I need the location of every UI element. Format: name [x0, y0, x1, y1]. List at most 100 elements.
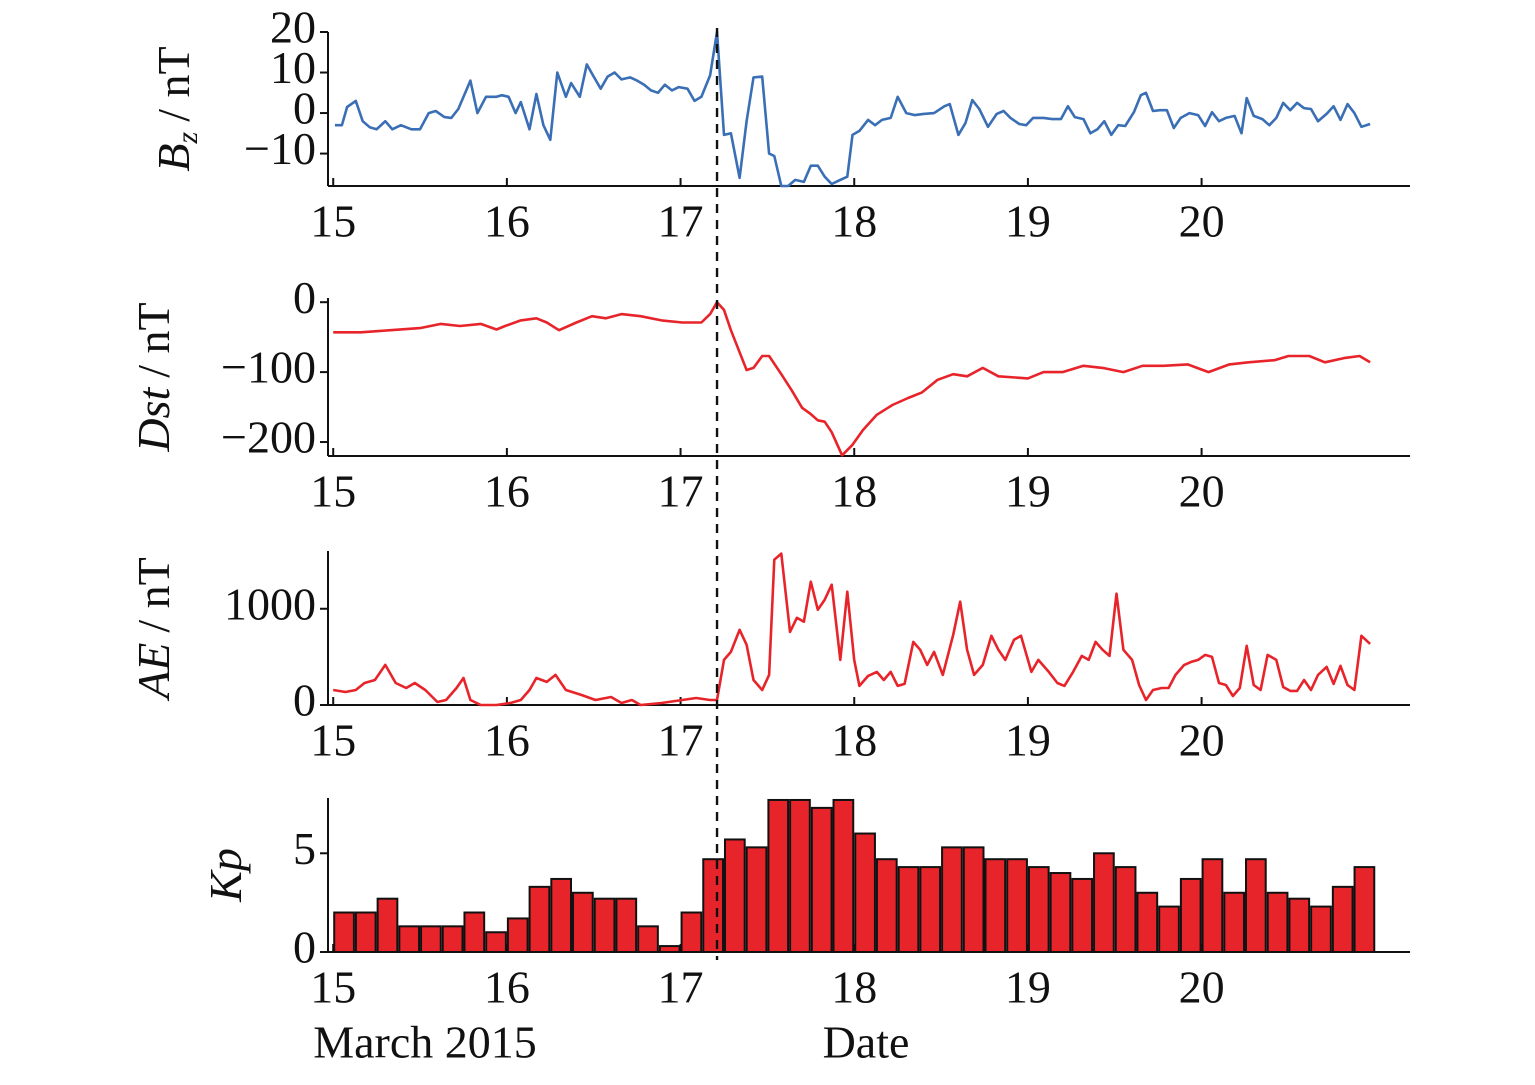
y-label-symbol: Kp	[200, 848, 251, 903]
y-label-unit: / nT	[128, 302, 179, 377]
x-tick-label: 15	[310, 715, 356, 766]
data-line	[334, 30, 1371, 188]
x-tick-label: 19	[1005, 962, 1051, 1013]
bar	[354, 911, 377, 953]
bar	[1136, 891, 1159, 953]
y-label-subscript: z	[171, 131, 204, 144]
bar	[463, 911, 486, 953]
y-tick-label: 0	[293, 675, 316, 726]
bar	[1179, 877, 1202, 954]
bar	[680, 911, 703, 953]
bar	[810, 806, 833, 953]
bar	[919, 866, 942, 953]
bar	[875, 858, 898, 954]
bar	[550, 877, 573, 954]
x-axis-label: Date	[823, 1017, 910, 1068]
y-tick-label: 1000	[224, 578, 316, 629]
x-tick-label: 15	[310, 196, 356, 247]
y-tick-label: 0	[293, 272, 316, 323]
y-axis-label: Bz / nT	[148, 46, 204, 171]
x-tick-label: 16	[484, 196, 530, 247]
bar	[941, 846, 963, 953]
x-tick-label: 20	[1179, 715, 1225, 766]
y-tick-label: 0	[293, 83, 316, 134]
bar	[1353, 866, 1376, 953]
bar	[984, 858, 1007, 954]
y-axis-label: Kp	[200, 848, 251, 903]
bar	[767, 798, 790, 953]
bar	[658, 945, 681, 953]
data-line	[332, 552, 1371, 707]
bar	[376, 897, 399, 954]
data-line	[333, 300, 1371, 457]
y-label-unit: / nT	[128, 557, 179, 632]
bar	[1201, 858, 1224, 954]
bar	[897, 866, 920, 953]
bar	[572, 891, 594, 953]
y-tick-label: 20	[270, 2, 316, 53]
bar	[1071, 877, 1094, 954]
x-tick-label: 18	[831, 196, 877, 247]
x-tick-label: 17	[658, 715, 704, 766]
bar	[1158, 905, 1180, 953]
bar	[1114, 866, 1137, 953]
x-tick-label: 18	[831, 715, 877, 766]
bar	[702, 858, 724, 954]
bar	[1027, 866, 1050, 953]
x-tick-label: 19	[1005, 196, 1051, 247]
bar	[1006, 858, 1028, 954]
x-tick-label: 15	[310, 466, 356, 517]
bar	[637, 925, 659, 953]
x-tick-label: 16	[484, 466, 530, 517]
x-tick-label: 16	[484, 715, 530, 766]
y-tick-label: −10	[244, 123, 316, 174]
x-tick-label: 18	[831, 466, 877, 517]
bar	[1049, 872, 1072, 953]
bar	[506, 917, 529, 954]
bar	[615, 897, 638, 954]
x-tick-label: 20	[1179, 196, 1225, 247]
y-tick-label: 0	[293, 922, 316, 973]
x-axis-date-label: March 2015	[313, 1017, 537, 1068]
y-axis-label: Dst / nT	[128, 302, 179, 452]
bar	[962, 846, 985, 953]
y-label-symbol: B	[148, 143, 199, 171]
y-label-unit: / nT	[148, 46, 199, 121]
x-tick-label: 20	[1179, 962, 1225, 1013]
bar	[485, 931, 507, 953]
x-tick-label: 17	[658, 962, 704, 1013]
y-tick-label: 5	[293, 823, 316, 874]
x-tick-label: 20	[1179, 466, 1225, 517]
bar	[441, 925, 464, 953]
y-label-symbol: AE	[128, 643, 179, 702]
y-tick-label: −200	[221, 412, 316, 463]
bar	[1223, 891, 1246, 953]
x-tick-label: 18	[831, 962, 877, 1013]
y-axis-label: AE / nT	[128, 557, 179, 702]
bar	[1288, 897, 1311, 954]
bar	[420, 925, 442, 953]
x-tick-label: 19	[1005, 715, 1051, 766]
bar	[723, 838, 746, 954]
bar	[528, 885, 551, 953]
bar	[854, 832, 876, 953]
x-tick-label: 15	[310, 962, 356, 1013]
x-tick-label: 19	[1005, 466, 1051, 517]
bar	[1331, 885, 1354, 953]
bar	[1266, 891, 1289, 953]
y-tick-label: −100	[221, 342, 316, 393]
bar	[832, 798, 855, 953]
bar	[1093, 852, 1115, 953]
bar	[745, 846, 768, 953]
x-tick-label: 17	[658, 196, 704, 247]
x-tick-label: 17	[658, 466, 704, 517]
y-tick-label: 10	[270, 42, 316, 93]
bar	[333, 911, 355, 953]
bar	[593, 897, 616, 954]
bar	[1310, 905, 1332, 953]
bar	[789, 798, 811, 953]
bar	[398, 925, 421, 953]
y-label-symbol: Dst	[128, 387, 179, 453]
